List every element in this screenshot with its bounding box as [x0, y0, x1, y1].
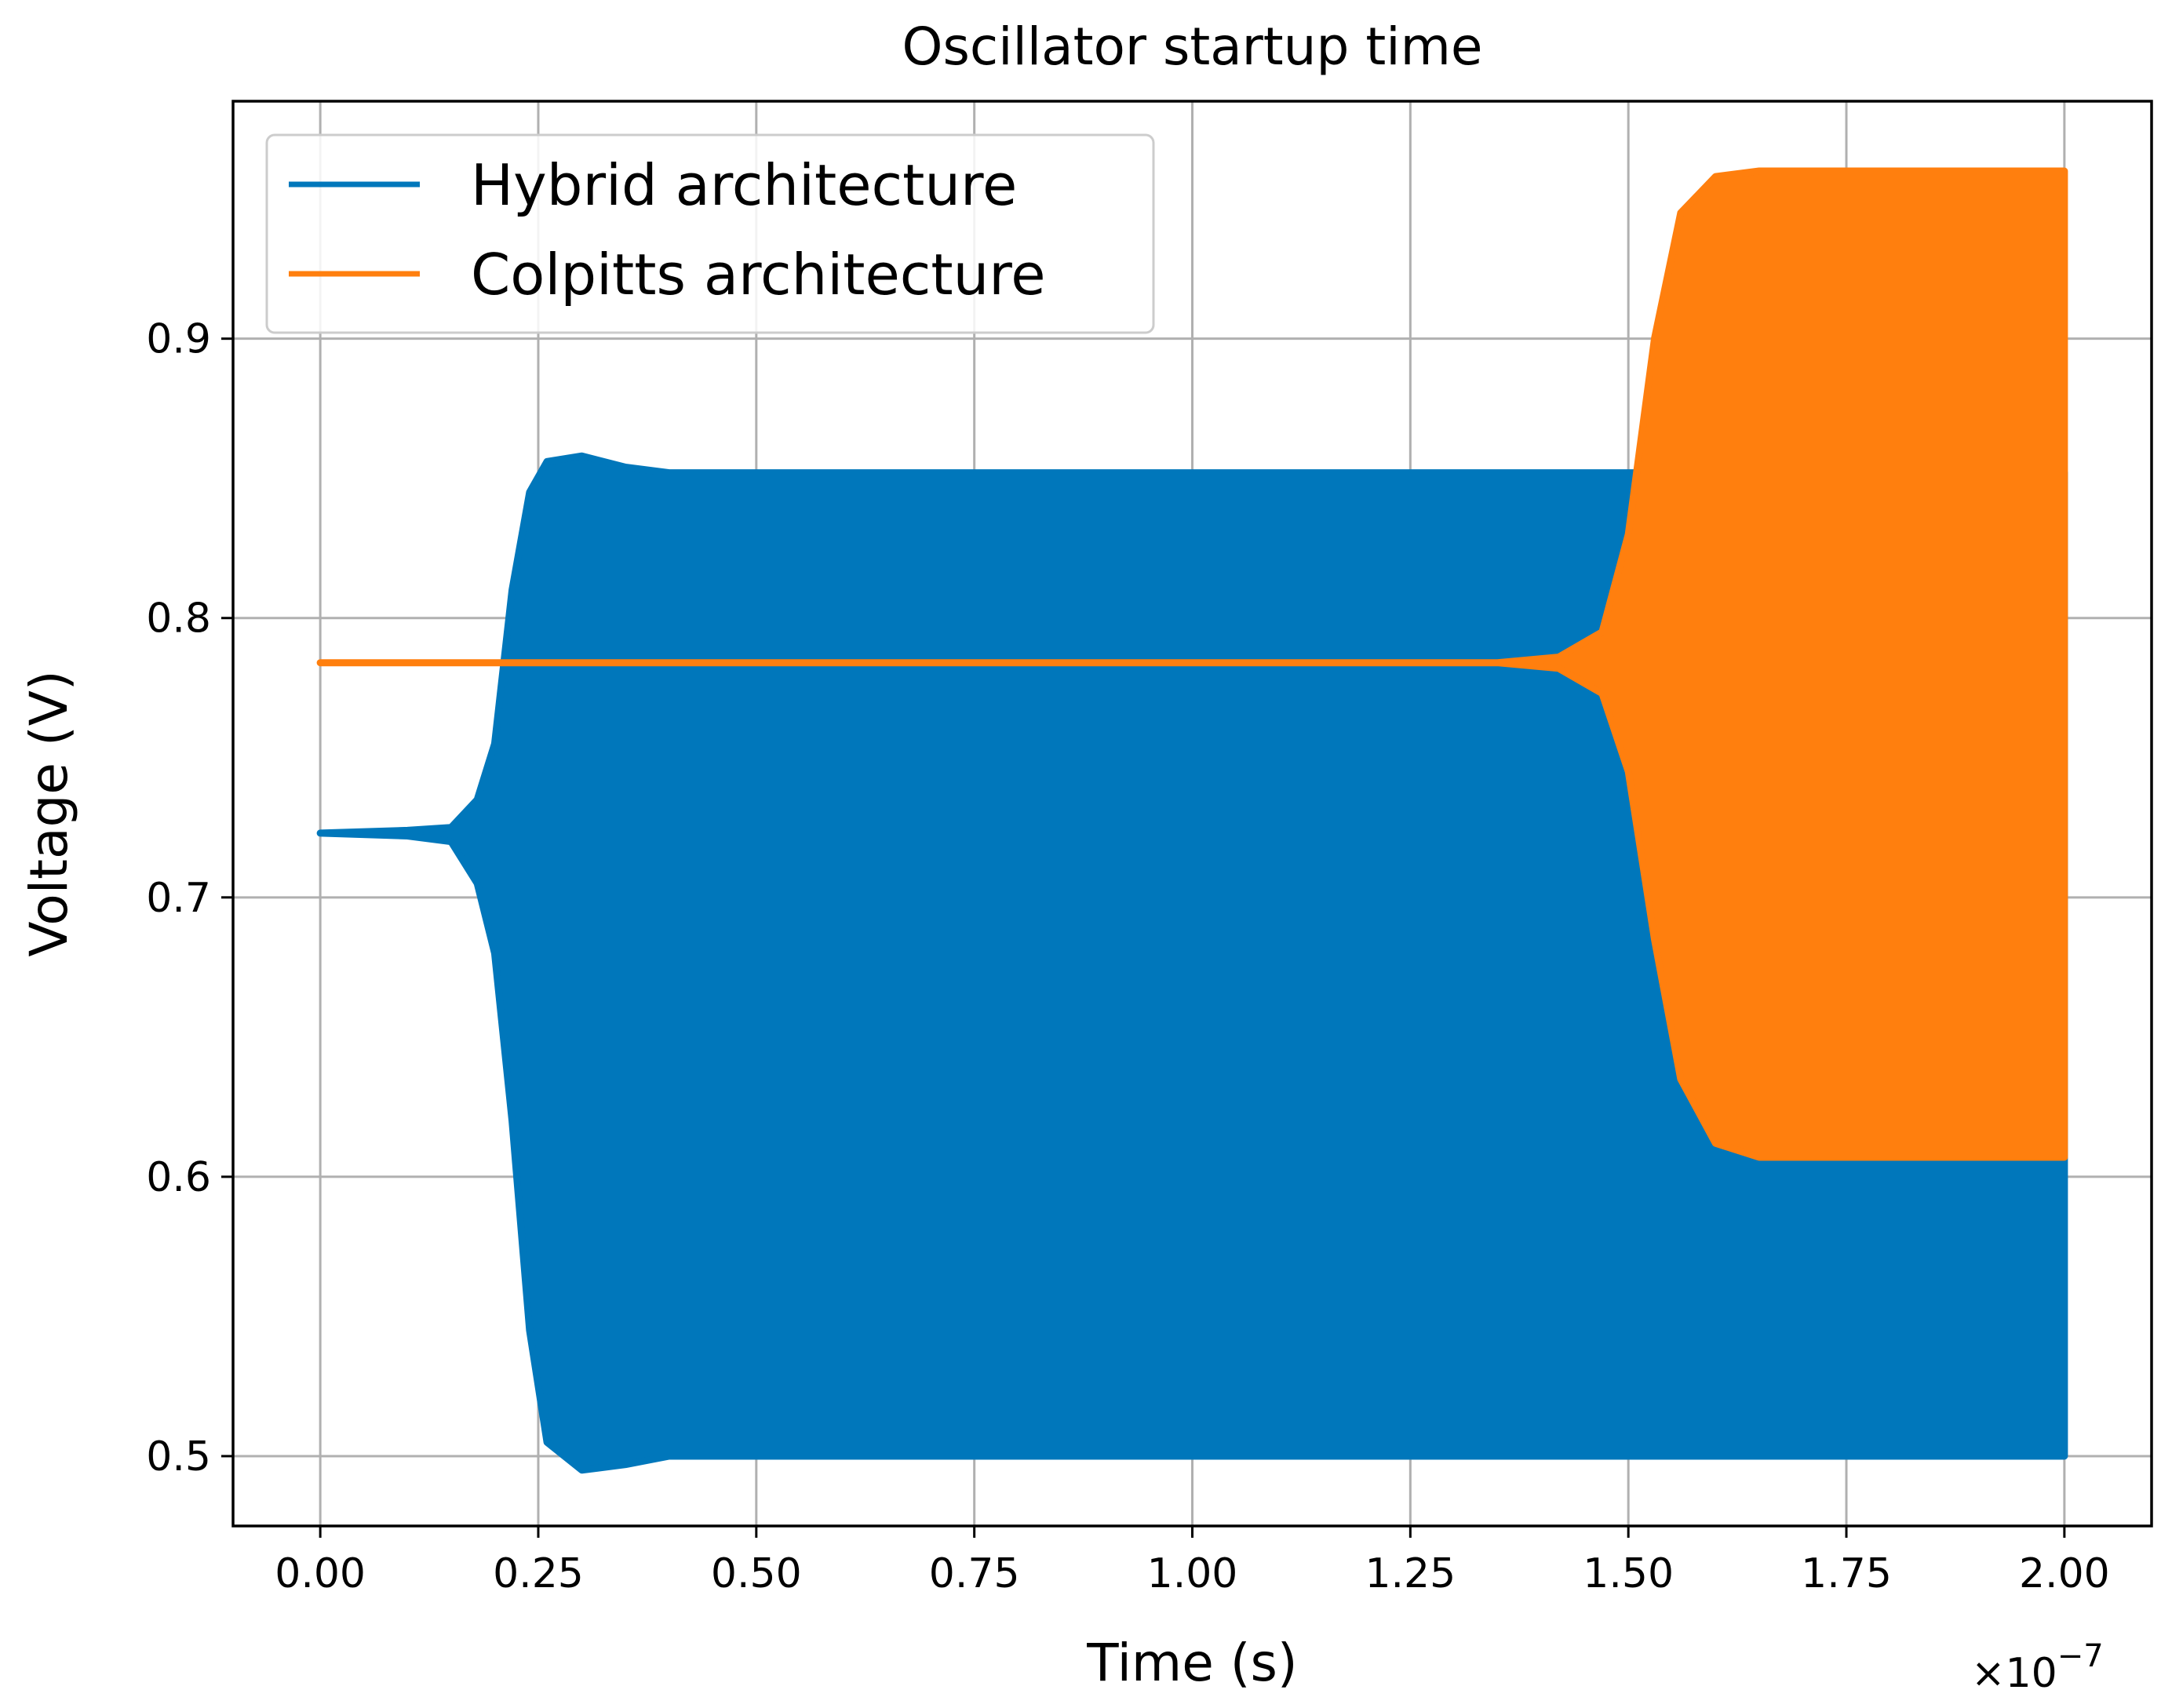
- x-axis-offset-base: ×10: [1971, 1650, 2057, 1697]
- legend-label: Hybrid architecture: [471, 152, 1017, 218]
- x-axis-label: Time (s): [1086, 1633, 1297, 1693]
- x-axis-offset-label: ×10−7: [1971, 1638, 2104, 1697]
- chart-title: Oscillator startup time: [902, 16, 1483, 77]
- x-tick-label: 0.25: [493, 1550, 584, 1597]
- y-tick-label: 0.6: [146, 1154, 211, 1201]
- legend-label: Colpitts architecture: [471, 242, 1046, 308]
- legend-items: Hybrid architecture Colpitts architecture: [289, 152, 1046, 308]
- x-tick-label: 1.50: [1583, 1550, 1674, 1597]
- y-axis-label: Voltage (V): [19, 670, 79, 956]
- legend-box: [265, 133, 1155, 334]
- x-tick-label: 1.00: [1147, 1550, 1238, 1597]
- x-tick-label: 0.00: [275, 1550, 366, 1597]
- y-tick-label: 0.8: [146, 595, 211, 643]
- x-tick-label: 2.00: [2019, 1550, 2110, 1597]
- x-axis-offset-exponent: −7: [2057, 1638, 2104, 1674]
- series-layer: [316, 167, 2068, 1474]
- legend: Hybrid architecture Colpitts architecture: [265, 133, 1155, 334]
- y-tick-label: 0.7: [146, 875, 211, 922]
- y-axis-ticks: 0.5 0.6 0.7 0.8 0.9: [146, 316, 233, 1480]
- x-tick-label: 1.75: [1801, 1550, 1892, 1597]
- x-tick-label: 0.75: [929, 1550, 1020, 1597]
- x-tick-label: 0.50: [711, 1550, 802, 1597]
- series-colpitts-envelope: [316, 167, 2068, 1161]
- y-tick-label: 0.5: [146, 1433, 211, 1480]
- y-tick-label: 0.9: [146, 316, 211, 363]
- x-axis-ticks: 0.00 0.25 0.50 0.75 1.00 1.25 1.50 1.75 2.00: [275, 1526, 2110, 1597]
- x-tick-label: 1.25: [1365, 1550, 1456, 1597]
